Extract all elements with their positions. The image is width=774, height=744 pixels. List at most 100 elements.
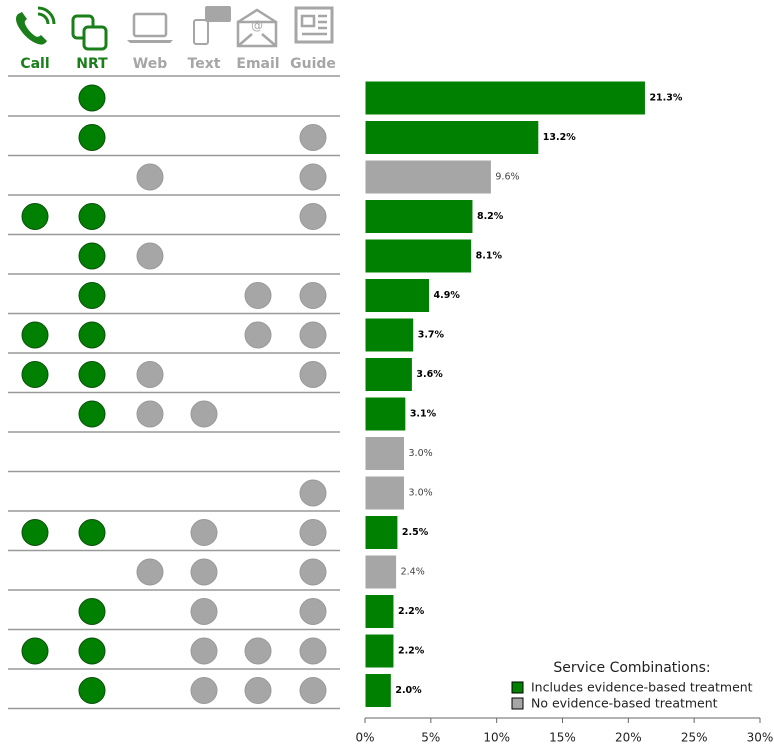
bar	[364, 317, 415, 353]
value-label: 2.2%	[398, 646, 425, 657]
legend-label: No evidence-based treatment	[531, 696, 718, 711]
member-dot	[21, 203, 49, 230]
member-dot	[78, 519, 106, 546]
value-label: 2.2%	[398, 606, 425, 617]
member-dot	[78, 400, 106, 428]
value-label: 2.0%	[395, 685, 422, 696]
member-dot	[78, 282, 106, 309]
value-label: 4.9%	[434, 290, 461, 301]
column-label: Guide	[290, 56, 336, 72]
member-dot	[299, 203, 327, 230]
web-base	[127, 40, 173, 43]
call-icon	[16, 12, 47, 45]
x-tick-label: 10%	[483, 731, 510, 744]
column-label: NRT	[76, 56, 108, 72]
member-dot	[299, 321, 327, 349]
email-icon	[236, 20, 278, 48]
value-label: 3.0%	[409, 488, 433, 499]
member-dot	[244, 637, 272, 665]
member-dot	[136, 242, 164, 270]
column-label: Call	[20, 56, 49, 72]
member-dot	[299, 361, 327, 388]
bar	[364, 199, 474, 234]
guide-lines	[300, 14, 327, 36]
bar	[364, 436, 405, 471]
bar	[364, 80, 646, 116]
member-dot	[299, 598, 327, 625]
member-dot	[190, 637, 218, 665]
member-dot	[299, 637, 327, 665]
call-waves	[37, 6, 56, 25]
guide-icon	[294, 6, 334, 44]
legend-label: Includes evidence-based treatment	[531, 680, 753, 695]
bar	[364, 238, 473, 274]
bar	[364, 554, 398, 590]
member-dot	[299, 124, 327, 151]
legend-swatch	[511, 697, 524, 710]
member-dot	[136, 361, 164, 388]
email-at: @	[251, 19, 263, 33]
member-dot	[21, 321, 49, 349]
bar	[364, 278, 431, 313]
bar	[364, 475, 405, 511]
x-tick-label: 0%	[355, 731, 374, 744]
member-dot	[244, 321, 272, 349]
legend-swatch	[511, 681, 524, 694]
x-tick-label: 5%	[421, 731, 440, 744]
value-label: 3.7%	[418, 330, 445, 341]
member-dot	[190, 519, 218, 546]
value-label: 21.3%	[649, 93, 682, 104]
member-dot	[299, 558, 327, 586]
member-dot	[190, 558, 218, 586]
member-dot	[190, 598, 218, 625]
column-label: Web	[133, 56, 167, 72]
member-dot	[21, 637, 49, 665]
column-label: Email	[236, 56, 279, 72]
member-dot	[299, 479, 327, 507]
member-dot	[21, 361, 49, 388]
value-label: 3.1%	[410, 409, 437, 420]
bar	[364, 673, 392, 708]
member-dot	[78, 677, 106, 704]
member-dot	[190, 677, 218, 704]
member-dot	[299, 677, 327, 704]
bar	[364, 633, 395, 669]
member-dot	[136, 163, 164, 191]
web-icon	[132, 12, 168, 38]
x-tick-label: 15%	[549, 731, 576, 744]
bar	[364, 159, 492, 195]
member-dot	[244, 282, 272, 309]
member-dot	[78, 321, 106, 349]
member-dot	[78, 637, 106, 665]
value-label: 3.6%	[416, 369, 443, 380]
value-label: 8.2%	[477, 211, 504, 222]
value-label: 8.1%	[476, 251, 503, 262]
x-tick-label: 20%	[615, 731, 642, 744]
bar	[364, 120, 540, 155]
member-dot	[244, 677, 272, 704]
member-dot	[299, 519, 327, 546]
member-dot	[78, 242, 106, 270]
member-dot	[78, 84, 106, 112]
member-dot	[78, 598, 106, 625]
email-flap	[237, 8, 277, 47]
member-dot	[190, 400, 218, 428]
member-dot	[136, 400, 164, 428]
bar	[364, 396, 407, 432]
value-label: 3.0%	[409, 448, 433, 459]
text-icon	[193, 19, 209, 45]
member-dot	[78, 124, 106, 151]
bar	[364, 594, 395, 629]
column-icons: @	[16, 6, 334, 51]
member-dot	[299, 282, 327, 309]
value-label: 2.5%	[402, 527, 429, 538]
legend-title: Service Combinations:	[553, 660, 710, 676]
column-label: Text	[188, 56, 221, 72]
text-bubble	[205, 6, 231, 22]
member-dot	[78, 203, 106, 230]
x-tick-label: 25%	[681, 731, 708, 744]
member-dot	[299, 163, 327, 191]
nrt-icon-2	[82, 25, 108, 51]
x-tick-label: 30%	[747, 731, 774, 744]
